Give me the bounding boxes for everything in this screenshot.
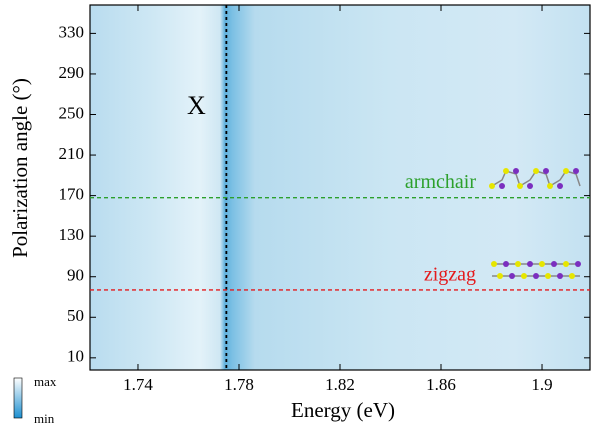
y-tick-label: 90 — [67, 266, 84, 285]
heatmap — [90, 5, 590, 370]
y-tick-label: 10 — [67, 347, 84, 366]
colorbar — [13, 377, 23, 419]
x-tick-label: 1.78 — [224, 375, 254, 394]
y-tick-label: 170 — [59, 185, 85, 204]
exciton-label: X — [187, 91, 206, 120]
colorbar-min: min — [34, 411, 55, 426]
direction-label: armchair — [405, 171, 476, 193]
x-tick-label: 1.82 — [325, 375, 355, 394]
y-tick-label: 50 — [67, 306, 84, 325]
x-tick-label: 1.74 — [123, 375, 153, 394]
y-tick-label: 130 — [59, 225, 85, 244]
y-axis-label: Polarization angle (°) — [8, 78, 32, 258]
y-tick-label: 330 — [59, 22, 85, 41]
y-tick-label: 210 — [59, 144, 85, 163]
x-tick-label: 1.86 — [426, 375, 456, 394]
x-axis-label: Energy (eV) — [291, 398, 395, 422]
y-tick-label: 290 — [59, 63, 85, 82]
zigzag-structure — [491, 261, 581, 279]
armchair-structure — [489, 168, 581, 189]
direction-label: zigzag — [424, 263, 476, 285]
colorbar-max: max — [34, 374, 57, 389]
x-tick-label: 1.9 — [531, 375, 552, 394]
y-tick-label: 250 — [59, 103, 85, 122]
